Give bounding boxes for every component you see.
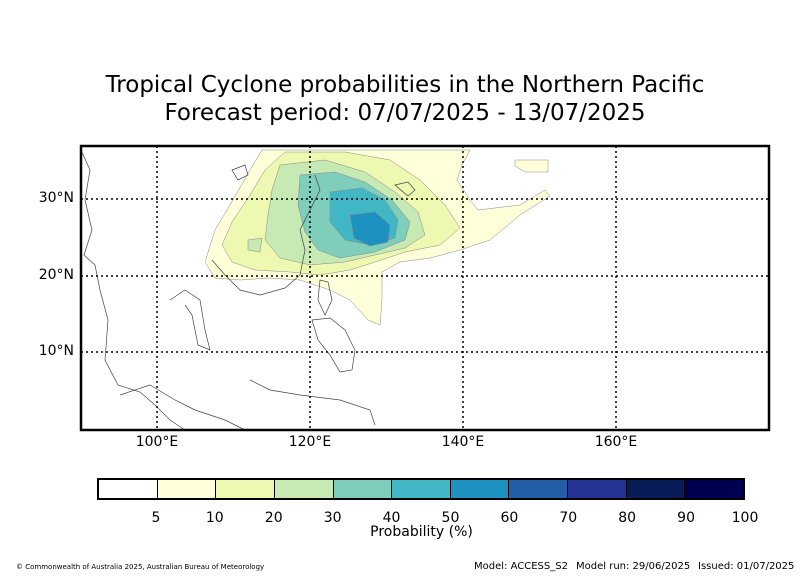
colorbar-tick-60: 60: [500, 510, 519, 526]
colorbar-tick-10: 10: [205, 510, 224, 526]
map-title-line2: Forecast period: 07/07/2025 - 13/07/2025: [164, 100, 646, 126]
colorbar-tick-100: 100: [731, 510, 759, 526]
copyright-text: © Commonwealth of Australia 2025, Austra…: [16, 563, 265, 571]
colorbar-tick-30: 30: [323, 510, 342, 526]
map-content: [81, 149, 551, 430]
issued-date: Issued: 01/07/2025: [698, 561, 795, 572]
colorbar-swatch-9: [626, 480, 686, 498]
colorbar-tick-80: 80: [618, 510, 637, 526]
colorbar-tick-90: 90: [677, 510, 695, 526]
colorbar-tick-20: 20: [264, 510, 283, 526]
colorbar-tick-40: 40: [382, 510, 401, 526]
colorbar-swatch-3: [274, 480, 334, 498]
colorbar-swatch-6: [450, 480, 510, 498]
coastlines: [81, 149, 416, 430]
colorbar-tick-70: 70: [559, 510, 578, 526]
lat-label-10n: 10°N: [38, 343, 74, 359]
lon-label-100e: 100°E: [135, 434, 179, 450]
model-run-date: Model run: 29/06/2025: [576, 561, 691, 572]
colorbar-swatch-4: [333, 480, 393, 498]
colorbar-label: Probability (%): [370, 524, 473, 540]
colorbar-swatch-8: [568, 480, 627, 498]
colorbar-swatch-1: [157, 480, 217, 498]
gridlines: [81, 146, 769, 430]
lon-label-160e: 160°E: [594, 434, 638, 450]
probability-colorbar: [97, 478, 745, 500]
colorbar-swatch-7: [509, 480, 569, 498]
lat-label-20n: 20°N: [38, 267, 74, 283]
prob-area-5b: [514, 159, 549, 173]
lon-label-140e: 140°E: [441, 434, 485, 450]
prob-area-50: [349, 211, 391, 247]
colorbar-swatch-5: [392, 480, 451, 498]
colorbar-swatch-2: [216, 480, 275, 498]
map-title-line1: Tropical Cyclone probabilities in the No…: [105, 72, 705, 98]
colorbar-swatch-0: [99, 480, 158, 498]
colorbar-swatch-10: [685, 480, 744, 498]
colorbar-tick-50: 50: [441, 510, 460, 526]
map-frame: [79, 144, 771, 432]
lon-label-120e: 120°E: [288, 434, 332, 450]
colorbar-tick-5: 5: [151, 510, 161, 526]
model-name: Model: ACCESS_S2: [474, 561, 568, 572]
prob-area-small-green: [247, 237, 263, 253]
lat-label-30n: 30°N: [38, 190, 74, 206]
